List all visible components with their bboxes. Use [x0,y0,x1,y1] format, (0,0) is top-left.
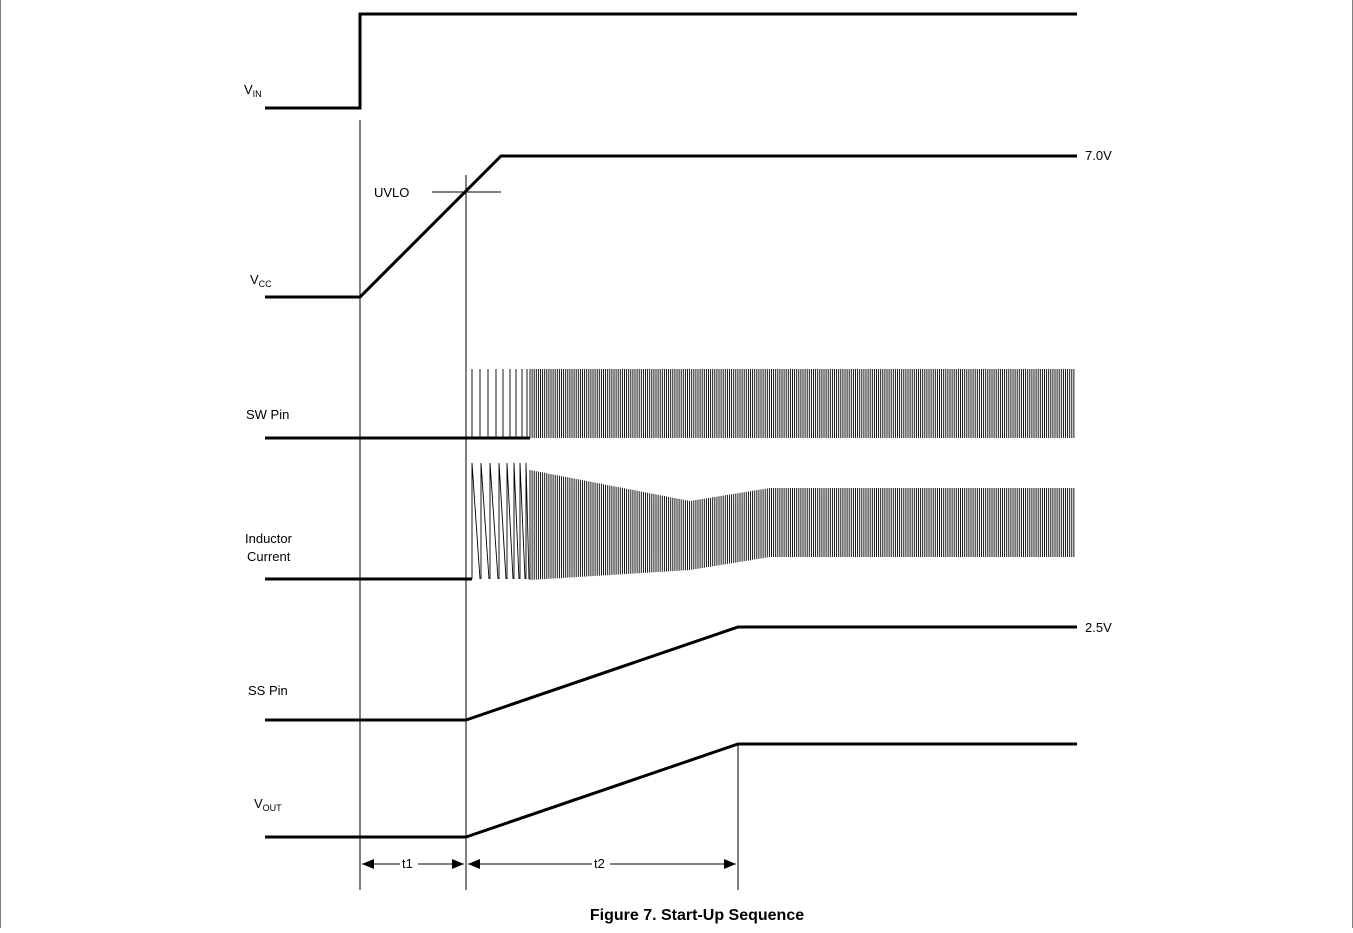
ss-level-label: 2.5V [1085,620,1112,635]
inductor-current-label-line1: Inductor [245,531,293,546]
t1-label: t1 [402,856,413,871]
t2-arrow-left [468,859,480,869]
sw-pin-label: SW Pin [246,407,289,422]
inductor-current-trace [265,462,1075,581]
t1-arrow-right [452,859,464,869]
t2-label: t2 [594,856,605,871]
vcc-level-label: 7.0V [1085,148,1112,163]
vin-label: VIN [244,82,262,99]
vout-trace [265,742,1077,839]
sw-pin-trace [265,369,1075,440]
uvlo-label: UVLO [374,185,409,200]
inductor-current-label-line2: Current [247,549,291,564]
ss-pin-trace [265,625,1077,722]
figure-caption: Figure 7. Start-Up Sequence [590,907,804,924]
t1-arrow-left [362,859,374,869]
vin-trace [265,12,1077,110]
vout-label: VOUT [254,796,282,813]
inductor-current-ripple [471,462,1075,580]
vcc-label: VCC [250,272,272,289]
ss-pin-label: SS Pin [248,683,288,698]
sw-pin-pulses [471,369,1075,438]
vcc-trace [265,154,1077,299]
t2-arrow-right [724,859,736,869]
